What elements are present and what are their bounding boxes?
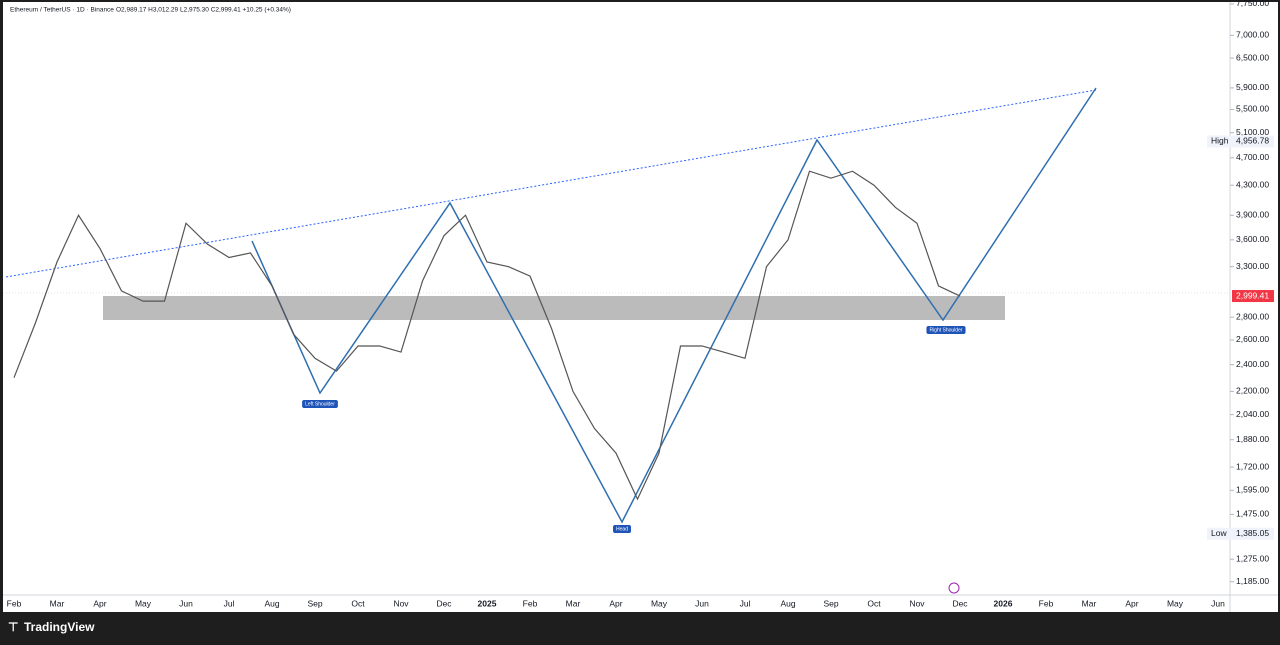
brand: TradingView xyxy=(24,620,95,634)
pattern-label: Left Shoulder xyxy=(305,401,335,407)
marker-bg xyxy=(1207,135,1274,148)
y-tick-label: 1,720.00 xyxy=(1236,461,1269,471)
x-tick-label: Oct xyxy=(867,598,881,608)
pattern-lines xyxy=(251,87,1097,524)
x-tick-label: Aug xyxy=(264,598,279,608)
x-tick-label: Mar xyxy=(566,598,581,608)
y-tick-label: 2,800.00 xyxy=(1236,311,1269,321)
marker-value: 1,385.05 xyxy=(1236,528,1269,538)
brand-logo: ⊤ xyxy=(8,620,18,634)
y-tick-label: 2,600.00 xyxy=(1236,334,1269,344)
y-tick-label: 5,500.00 xyxy=(1236,104,1269,114)
y-tick-label: 7,000.00 xyxy=(1236,30,1269,40)
y-tick-label: 1,275.00 xyxy=(1236,553,1269,563)
pattern-label-bg xyxy=(302,400,338,408)
price-line-series xyxy=(13,170,961,501)
y-tick-label: 7,750.00 xyxy=(1236,0,1269,8)
x-tick-label: Aug xyxy=(780,598,795,608)
y-tick-label: 4,300.00 xyxy=(1236,179,1269,189)
y-tick-label: 1,595.00 xyxy=(1236,485,1269,495)
y-tick-label: 5,100.00 xyxy=(1236,127,1269,137)
y-tick-label: 2,040.00 xyxy=(1236,409,1269,419)
x-tick-label: Sep xyxy=(823,598,838,608)
pattern-label-bg xyxy=(926,326,966,334)
ohlc-text: O2,989.17 H3,012.29 L2,975.30 C2,999.41 … xyxy=(116,7,291,14)
price-tag-bg xyxy=(1232,290,1274,303)
x-tick-label: Apr xyxy=(609,598,622,608)
y-tick-label: 2,400.00 xyxy=(1236,359,1269,369)
y-tick-label: 6,500.00 xyxy=(1236,52,1269,62)
y-tick-label: 1,475.00 xyxy=(1236,509,1269,519)
x-tick-label: 2026 xyxy=(994,598,1013,608)
x-tick-label: Apr xyxy=(1125,598,1138,608)
x-tick-label: May xyxy=(1167,598,1184,608)
y-tick-label: 5,900.00 xyxy=(1236,82,1269,92)
x-tick-label: Jul xyxy=(224,598,235,608)
y-tick-label: 4,700.00 xyxy=(1236,152,1269,162)
trend-line xyxy=(5,89,1097,278)
x-tick-label: Feb xyxy=(523,598,538,608)
x-tick-label: Jun xyxy=(179,598,193,608)
x-tick-label: Nov xyxy=(393,598,409,608)
x-tick-label: Feb xyxy=(1039,598,1054,608)
x-tick-label: Sep xyxy=(307,598,322,608)
x-tick-label: Jun xyxy=(695,598,709,608)
pattern-label: Head xyxy=(616,526,628,532)
marker-label: High xyxy=(1211,136,1229,146)
y-tick-label: 1,185.00 xyxy=(1236,576,1269,586)
y-tick-label: 1,880.00 xyxy=(1236,434,1269,444)
x-tick-label: Apr xyxy=(93,598,106,608)
marker-bg xyxy=(1207,527,1274,540)
symbol-title: Ethereum / TetherUS · 1D · Binance xyxy=(10,7,114,14)
pattern-label-bg xyxy=(613,525,631,533)
x-tick-label: Jun xyxy=(1211,598,1225,608)
event-icon xyxy=(948,582,960,594)
y-tick-label: 3,300.00 xyxy=(1236,261,1269,271)
y-tick-label: 3,600.00 xyxy=(1236,234,1269,244)
x-tick-label: Feb xyxy=(7,598,22,608)
marker-label: Low xyxy=(1211,528,1227,538)
y-tick-label: 3,900.00 xyxy=(1236,209,1269,219)
x-tick-label: Dec xyxy=(436,598,452,608)
x-tick-label: Dec xyxy=(952,598,968,608)
x-tick-label: Mar xyxy=(50,598,65,608)
x-tick-label: Nov xyxy=(909,598,925,608)
marker-value: 4,956.78 xyxy=(1236,136,1269,146)
support-zone xyxy=(103,296,1005,320)
pattern-label: Right Shoulder xyxy=(929,327,962,333)
x-tick-label: Oct xyxy=(351,598,365,608)
x-tick-label: May xyxy=(135,598,152,608)
x-tick-label: Jul xyxy=(740,598,751,608)
x-tick-label: Mar xyxy=(1082,598,1097,608)
x-tick-label: 2025 xyxy=(478,598,497,608)
y-tick-label: 2,200.00 xyxy=(1236,386,1269,396)
x-tick-label: May xyxy=(651,598,668,608)
price-tag: 2,999.41 xyxy=(1236,290,1269,300)
